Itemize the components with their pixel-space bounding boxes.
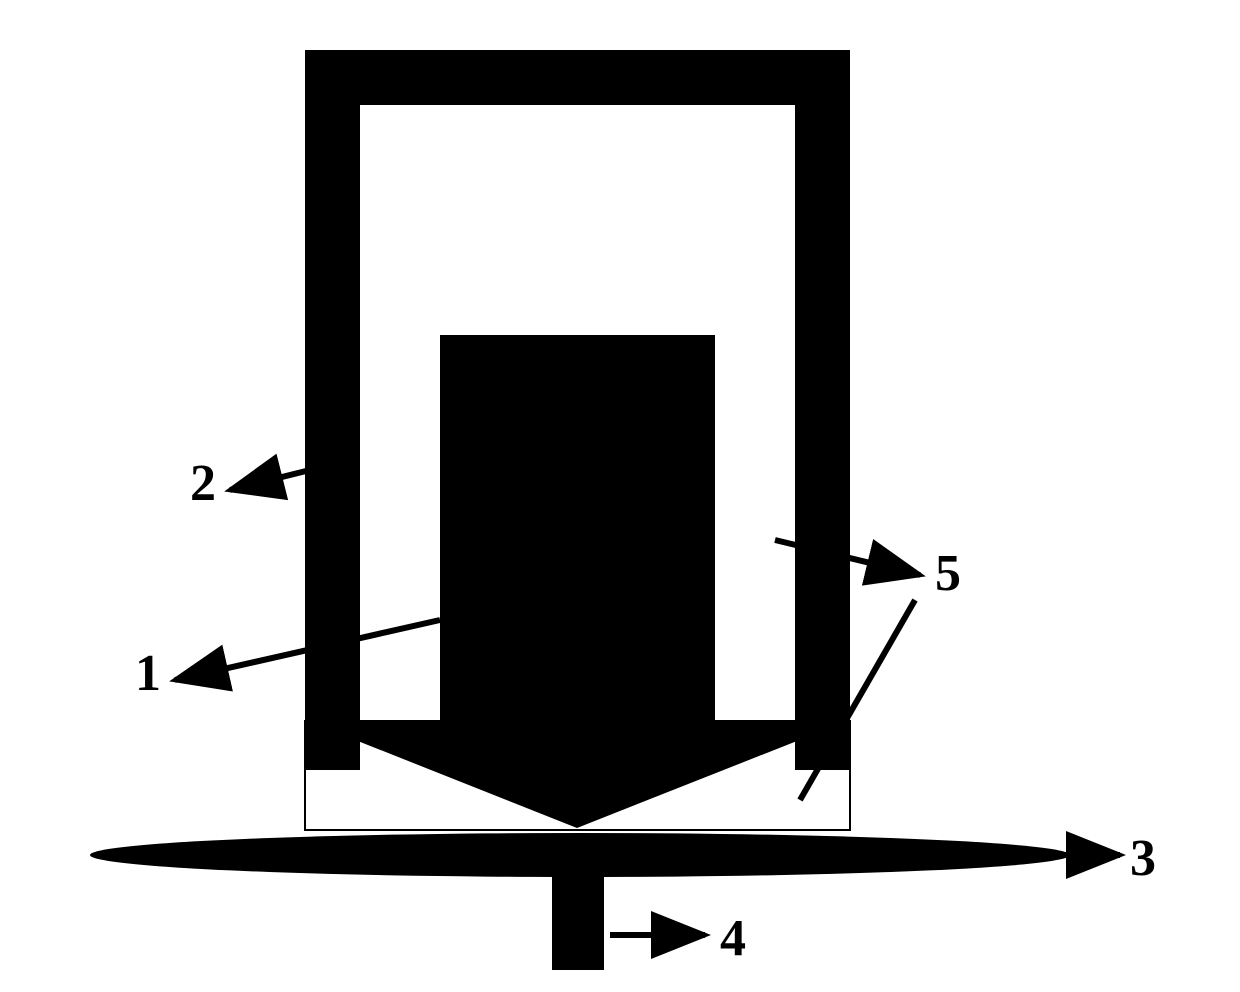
disc <box>90 833 1070 877</box>
label-4: 4 <box>720 910 746 967</box>
shaft <box>552 872 604 970</box>
inner-block <box>440 335 715 735</box>
label-2: 2 <box>190 455 216 512</box>
label-1: 1 <box>135 645 161 702</box>
label-3: 3 <box>1130 830 1156 887</box>
label-5: 5 <box>935 545 961 602</box>
